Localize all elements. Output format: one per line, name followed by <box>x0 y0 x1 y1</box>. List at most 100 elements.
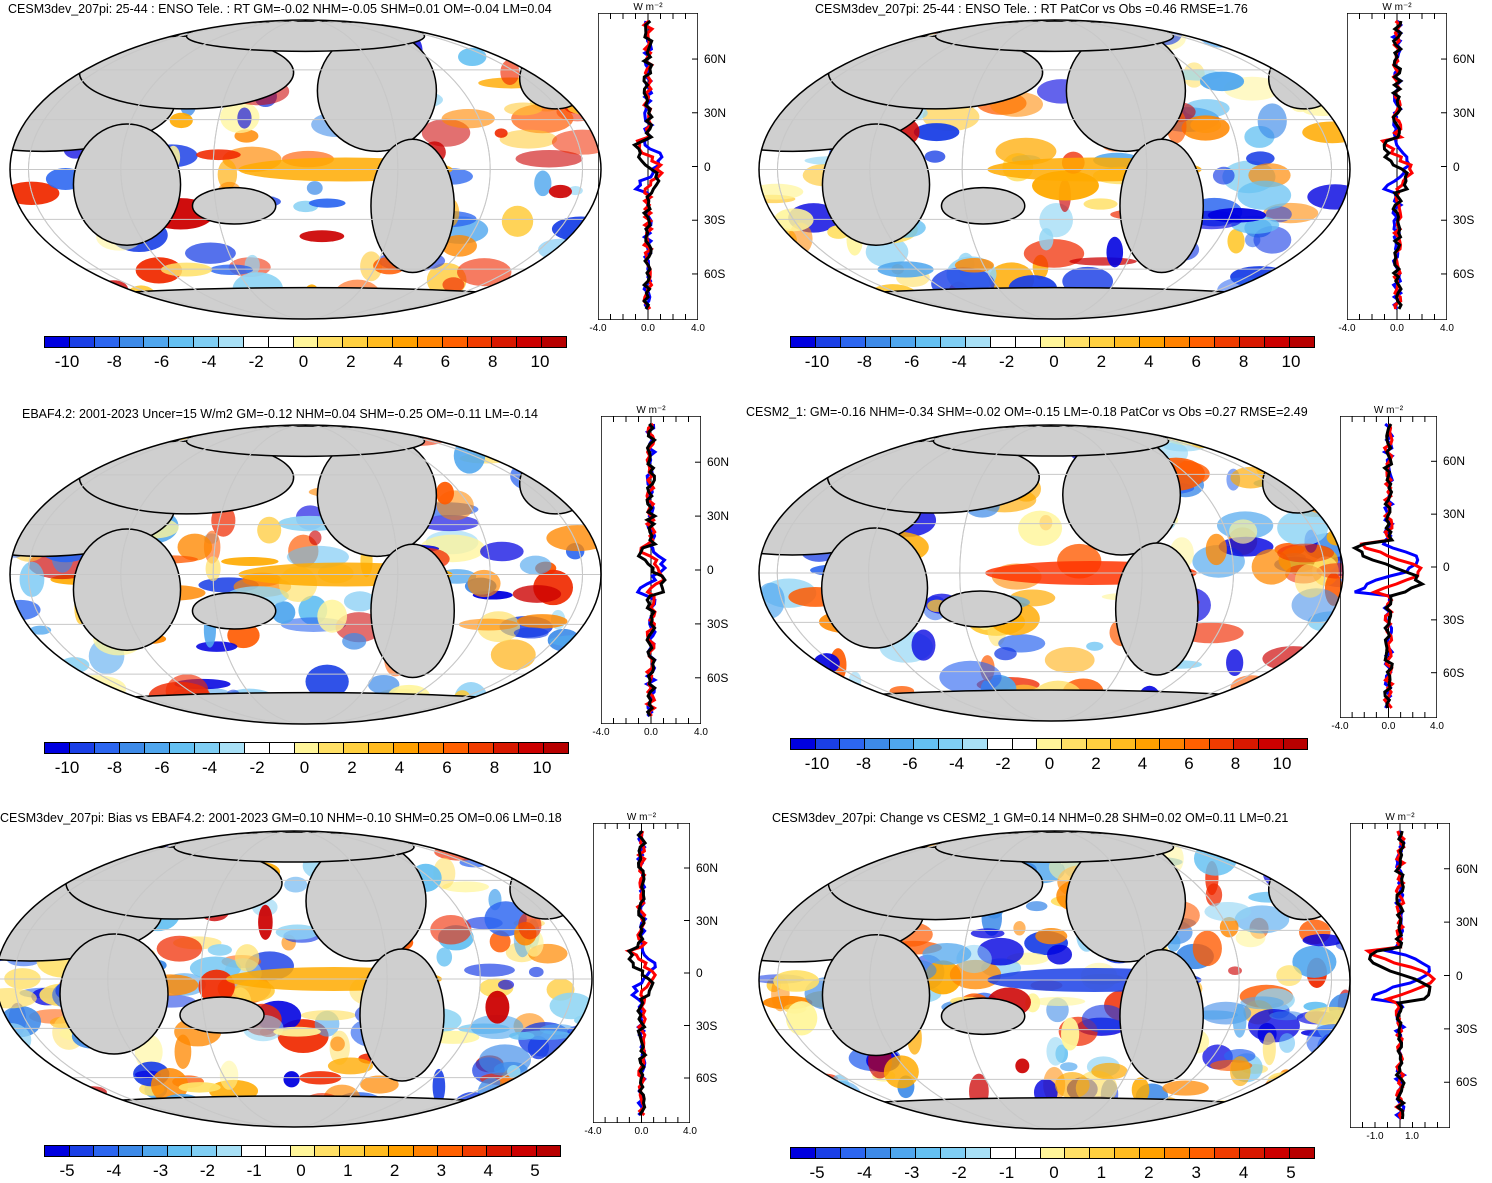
field-blob <box>435 481 454 505</box>
colorbar-tick-label: 2 <box>1091 754 1101 773</box>
lat-label: 60S <box>1456 1075 1478 1090</box>
field-blob <box>507 20 530 30</box>
field-blob <box>1258 36 1280 65</box>
colorbar-tick-label: -8 <box>106 758 123 777</box>
colorbar-swatch <box>1111 739 1136 749</box>
colorbar-tick-label: -4 <box>951 352 967 371</box>
colorbar-swatch <box>269 743 295 753</box>
colorbar-swatch <box>487 1146 512 1156</box>
field-blob <box>419 514 479 532</box>
land-mass <box>932 425 1170 457</box>
colorbar-tick-label: 8 <box>487 352 498 371</box>
colorbar-swatch <box>865 337 891 347</box>
lat-label: 0 <box>1456 968 1463 983</box>
land-mass <box>934 20 1175 53</box>
colorbar-labels: -5 -4 -3 -2 -1 0 1 2 3 4 5 <box>0 1163 1295 1183</box>
field-blob <box>219 1060 239 1090</box>
field-blob <box>783 291 805 319</box>
lat-label: 60N <box>1443 454 1466 469</box>
field-blob <box>237 107 252 129</box>
field-blob <box>1243 835 1274 847</box>
lat-label: 30S <box>1453 213 1475 228</box>
field-blob <box>494 128 508 138</box>
colorbar-swatch <box>1190 337 1216 347</box>
colorbar-tick-label: -2 <box>999 352 1015 371</box>
field-blob <box>1226 649 1244 677</box>
field-blob <box>343 591 376 612</box>
lat-label: 0 <box>704 159 711 174</box>
field-blob <box>1083 198 1118 210</box>
zonal-x-tick-label: 4.0 <box>694 727 708 738</box>
graticule-lon <box>961 20 1148 319</box>
zonal-units: W m⁻² <box>626 812 657 823</box>
zonal-mean-plot <box>598 13 698 320</box>
colorbar-swatch <box>815 337 841 347</box>
zonal-mean-plot <box>1340 416 1437 718</box>
colorbar <box>44 742 569 754</box>
field-blob <box>257 516 282 544</box>
field-blob <box>1086 641 1104 651</box>
colorbar-tick-label: -4 <box>948 754 965 773</box>
colorbar-swatch <box>319 743 345 753</box>
colorbar-swatch <box>965 337 991 347</box>
field-blob <box>1069 257 1137 266</box>
field-blob <box>308 198 346 208</box>
field-blob <box>1302 934 1344 947</box>
field-blob <box>1317 37 1340 68</box>
colorbar-tick-label: 8 <box>1238 352 1249 371</box>
colorbar-swatch <box>1040 1148 1066 1158</box>
colorbar-swatch <box>339 1146 365 1156</box>
colorbar-swatch <box>1061 739 1087 749</box>
lat-label: 30N <box>696 913 719 928</box>
field-blob <box>1204 901 1252 922</box>
field-blob <box>177 533 213 561</box>
field-blob <box>1279 1033 1296 1053</box>
land-mass <box>518 452 592 515</box>
field-blob <box>1282 20 1309 37</box>
colorbar-tick-label: 0 <box>296 1161 306 1180</box>
field-blob <box>1224 690 1250 705</box>
colorbar-swatch <box>219 743 245 753</box>
colorbar-tick-label: 0 <box>1049 352 1059 371</box>
zonal-x-tick-label: 4.0 <box>683 1126 697 1137</box>
field-blob <box>913 123 960 142</box>
colorbar-tick-label: -2 <box>951 1163 967 1182</box>
land-mass <box>59 933 169 1055</box>
field-blob <box>515 437 579 449</box>
graticule-lon <box>776 831 1333 1129</box>
colorbar-tick-label: -2 <box>199 1161 215 1180</box>
field-blob <box>0 1050 12 1060</box>
colorbar-swatch <box>988 739 1013 749</box>
zonal-x-tick-label: 0.0 <box>1381 721 1396 732</box>
field-blob <box>1259 22 1317 48</box>
colorbar-tick-label: -10 <box>804 352 830 371</box>
field-blob <box>283 1071 300 1088</box>
colorbar-swatch <box>511 1146 537 1156</box>
field-blob <box>80 831 132 848</box>
colorbar-swatch <box>1215 337 1241 347</box>
colorbar-tick-label: -2 <box>249 758 265 777</box>
zonal-mean-plot <box>1350 823 1450 1128</box>
field-blob <box>1212 166 1235 185</box>
land-mass <box>72 528 182 651</box>
colorbar-swatch <box>840 1148 866 1158</box>
colorbar-swatch <box>542 337 567 347</box>
land-mass <box>768 689 1334 721</box>
colorbar-swatch <box>315 1146 340 1156</box>
field-blob <box>450 298 518 319</box>
field-blob <box>1305 40 1326 60</box>
field-blob <box>1268 30 1298 66</box>
lat-label: 30S <box>1456 1021 1478 1036</box>
field-blob <box>258 904 273 940</box>
colorbar <box>44 1145 561 1157</box>
colorbar-swatch <box>1040 337 1066 347</box>
field-blob <box>517 614 568 629</box>
colorbar-tick-label: 6 <box>440 352 451 371</box>
field-blob <box>1262 1032 1276 1066</box>
zonal-mean-line <box>1367 830 1432 1120</box>
robinson-map <box>758 424 1344 722</box>
field-blob <box>1282 1097 1328 1114</box>
colorbar-swatch <box>167 1146 193 1156</box>
field-blob <box>135 257 183 284</box>
colorbar-swatch <box>1140 1148 1166 1158</box>
